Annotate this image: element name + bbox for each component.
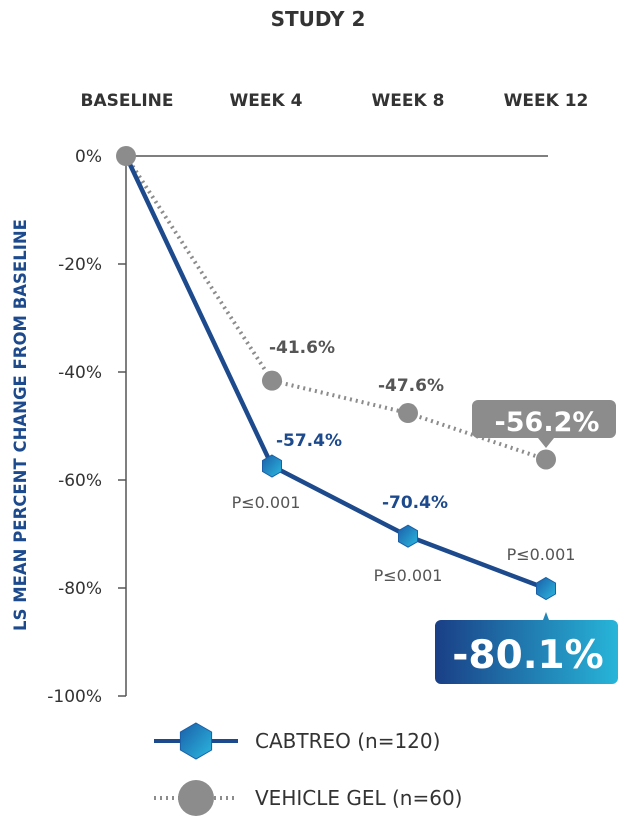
cabtreo-point (536, 576, 556, 601)
vehicle-callout-box (472, 400, 616, 448)
y-tick-label: -60% (58, 471, 102, 491)
vehicle-data-label: -47.6% (378, 376, 444, 396)
cabtreo-data-label: -70.4% (382, 493, 448, 513)
x-ticks: BASELINE WEEK 4 WEEK 8 WEEK 12 (81, 91, 589, 111)
y-tick-label: -100% (47, 687, 102, 707)
y-tick-label: -80% (58, 579, 102, 599)
y-tick-label: -20% (58, 255, 102, 275)
vehicle-point (536, 449, 556, 470)
legend-item-vehicle: VEHICLE GEL (n=60) (154, 780, 462, 816)
cabtreo-point (262, 454, 282, 478)
vehicle-callout-label: -56.2% (495, 407, 600, 438)
x-tick-label: WEEK 4 (230, 91, 303, 111)
cabtreo-data-label: -57.4% (276, 431, 342, 451)
vehicle-data-label: -41.6% (269, 338, 335, 358)
legend-cabtreo-label: CABTREO (n=120) (255, 729, 440, 753)
series-layer (116, 146, 556, 601)
legend-vehicle-circle-icon (178, 780, 214, 816)
p-value-label: P≤0.001 (232, 493, 301, 512)
cabtreo-point (398, 524, 418, 548)
legend-item-cabtreo: CABTREO (n=120) (154, 722, 440, 760)
y-tick-label: 0% (75, 147, 102, 167)
p-value-label: P≤0.001 (507, 545, 576, 564)
chart-title: STUDY 2 (271, 7, 366, 31)
y-tick-label: -40% (58, 363, 102, 383)
y-ticks: 0% -20% -40% -60% -80% -100% (47, 147, 126, 707)
legend-vehicle-label: VEHICLE GEL (n=60) (255, 786, 462, 810)
vehicle-point (398, 403, 418, 424)
x-tick-label: BASELINE (81, 91, 174, 111)
cabtreo-callout-label: -80.1% (452, 633, 604, 678)
cabtreo-callout-box (435, 612, 618, 684)
y-axis-label: LS MEAN PERCENT CHANGE FROM BASELINE (11, 219, 30, 631)
x-tick-label: WEEK 8 (372, 91, 445, 111)
p-value-label: P≤0.001 (374, 566, 443, 585)
vehicle-point (262, 370, 282, 391)
legend-cabtreo-hexagon-icon (179, 722, 213, 760)
data-labels-layer: -41.6% -47.6% -56.2% -57.4% -70.4% P≤0.001 P≤0… (232, 338, 618, 684)
legend: CABTREO (n=120) VEHICLE GEL (n=60) (154, 722, 462, 816)
vehicle-point (116, 146, 136, 166)
cabtreo-series-line (123, 155, 547, 591)
x-tick-label: WEEK 12 (504, 91, 589, 111)
